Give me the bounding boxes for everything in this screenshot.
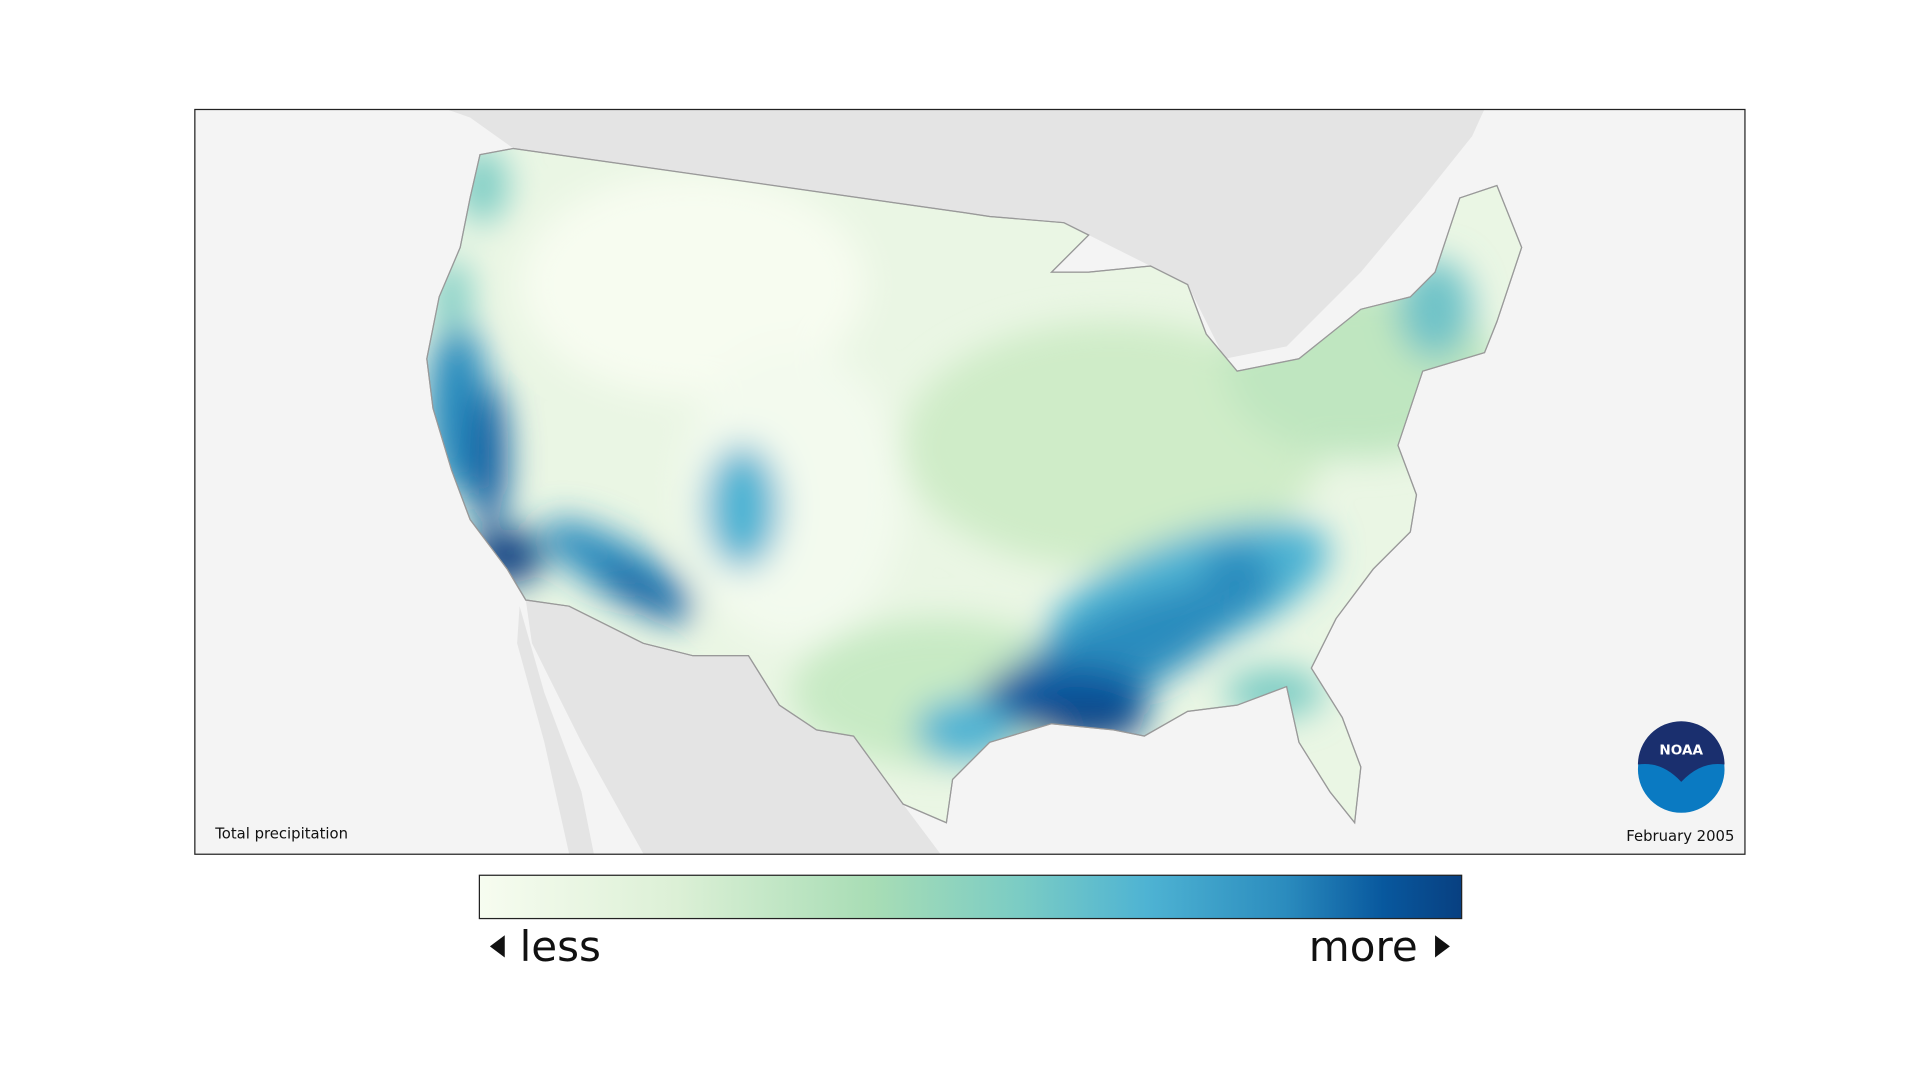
baja [517,606,594,854]
map-frame [194,108,1746,855]
legend-high: more [1309,922,1418,971]
logo-text: NOAA [1659,743,1703,759]
canada [445,108,1485,359]
map-date: February 2005 [1626,828,1734,845]
noaa-logo: NOAA [1637,721,1725,813]
less-arrow [489,935,505,958]
map-caption: Total precipitation [214,826,348,843]
legend-low: less [520,922,601,971]
map: NOAA Total precipitation February 2005 [194,108,1745,854]
more-arrow [1435,935,1450,958]
color-scale [478,874,1463,920]
mexico [525,600,941,854]
